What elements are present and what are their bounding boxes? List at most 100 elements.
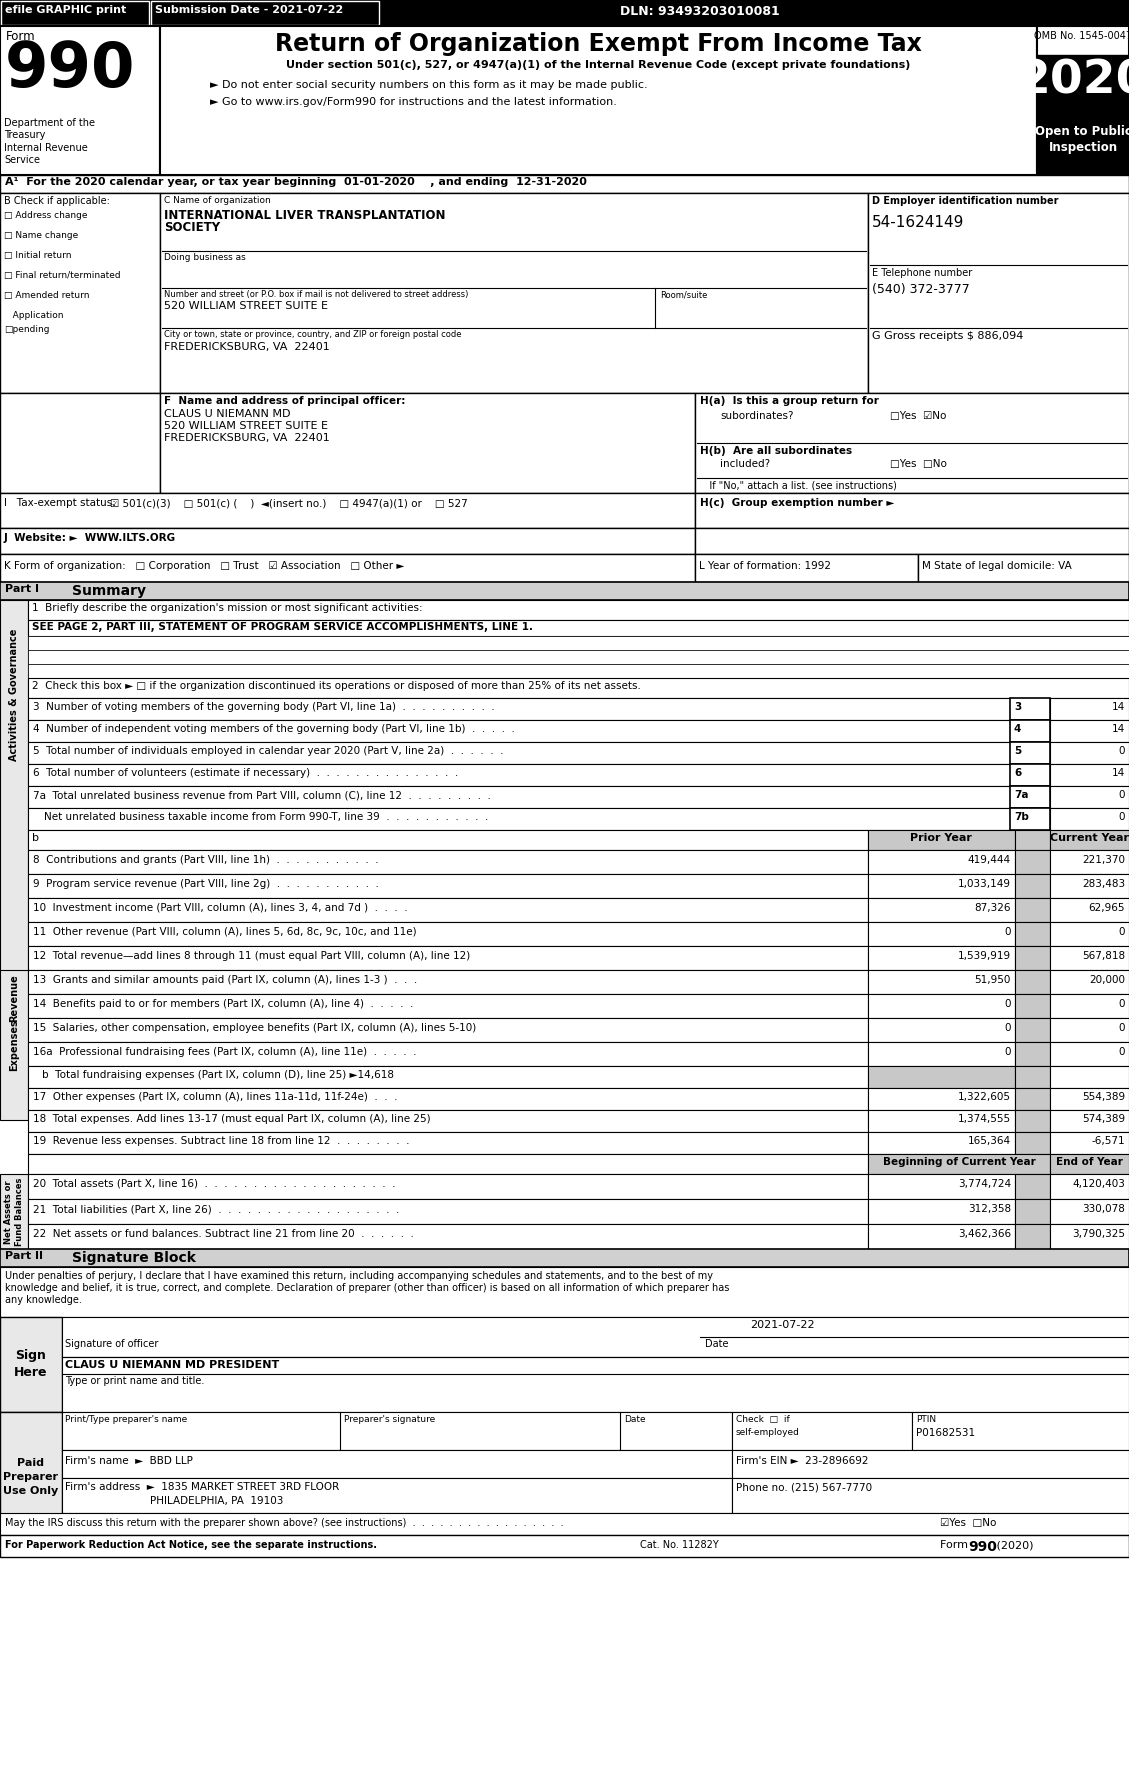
Bar — [1038, 120, 1129, 176]
Bar — [1015, 1042, 1050, 1066]
Bar — [1050, 808, 1129, 829]
Bar — [1050, 1173, 1129, 1198]
Text: SEE PAGE 2, PART III, STATEMENT OF PROGRAM SERVICE ACCOMPLISHMENTS, LINE 1.: SEE PAGE 2, PART III, STATEMENT OF PROGR… — [32, 621, 533, 632]
Text: 7a: 7a — [1014, 790, 1029, 801]
Bar — [1015, 1198, 1050, 1223]
Text: 0: 0 — [1119, 747, 1124, 756]
Text: knowledge and belief, it is true, correct, and complete. Declaration of preparer: knowledge and belief, it is true, correc… — [5, 1282, 729, 1293]
Text: 0: 0 — [1005, 1023, 1010, 1033]
Bar — [1050, 1132, 1129, 1153]
Text: Under penalties of perjury, I declare that I have examined this return, includin: Under penalties of perjury, I declare th… — [5, 1272, 714, 1281]
Text: CLAUS U NIEMANN MD PRESIDENT: CLAUS U NIEMANN MD PRESIDENT — [65, 1359, 279, 1370]
Text: Net Assets or
Fund Balances: Net Assets or Fund Balances — [5, 1178, 24, 1247]
Text: C Name of organization: C Name of organization — [164, 195, 271, 204]
Text: 4: 4 — [1014, 724, 1022, 734]
Bar — [28, 1223, 868, 1248]
Text: 0: 0 — [1005, 928, 1010, 937]
Text: 9  Program service revenue (Part VIII, line 2g)  .  .  .  .  .  .  .  .  .  .  .: 9 Program service revenue (Part VIII, li… — [33, 879, 379, 888]
Bar — [0, 1535, 1129, 1556]
Text: 283,483: 283,483 — [1082, 879, 1124, 888]
Text: E Telephone number: E Telephone number — [872, 269, 972, 278]
Text: SOCIETY: SOCIETY — [164, 220, 220, 235]
Bar — [868, 1173, 1015, 1198]
Bar — [160, 193, 868, 392]
Text: Number and street (or P.O. box if mail is not delivered to street address): Number and street (or P.O. box if mail i… — [164, 290, 469, 299]
Bar — [62, 1451, 732, 1478]
Text: 0: 0 — [1119, 811, 1124, 822]
Text: Date: Date — [624, 1415, 646, 1424]
Bar — [1015, 1132, 1050, 1153]
Bar — [1015, 851, 1050, 874]
Text: H(c)  Group exemption number ►: H(c) Group exemption number ► — [700, 498, 894, 509]
Text: FREDERICKSBURG, VA  22401: FREDERICKSBURG, VA 22401 — [164, 342, 330, 353]
Text: 3: 3 — [1014, 702, 1022, 713]
Bar — [1015, 1110, 1050, 1132]
Text: 1,374,555: 1,374,555 — [957, 1114, 1010, 1125]
Text: 7a  Total unrelated business revenue from Part VIII, column (C), line 12  .  .  : 7a Total unrelated business revenue from… — [33, 790, 491, 801]
Bar — [0, 600, 28, 1110]
Text: 51,950: 51,950 — [974, 974, 1010, 985]
Bar — [1010, 765, 1050, 786]
Text: Activities & Governance: Activities & Governance — [9, 629, 19, 761]
Bar — [0, 528, 695, 553]
Text: b  Total fundraising expenses (Part IX, column (D), line 25) ►14,618: b Total fundraising expenses (Part IX, c… — [42, 1069, 394, 1080]
Text: For Paperwork Reduction Act Notice, see the separate instructions.: For Paperwork Reduction Act Notice, see … — [5, 1540, 377, 1549]
Bar — [28, 765, 1010, 786]
Bar — [1015, 971, 1050, 994]
Bar — [1010, 741, 1050, 765]
Text: 12  Total revenue—add lines 8 through 11 (must equal Part VIII, column (A), line: 12 Total revenue—add lines 8 through 11 … — [33, 951, 471, 962]
Bar — [1050, 874, 1129, 897]
Text: 574,389: 574,389 — [1082, 1114, 1124, 1125]
Bar — [695, 392, 1129, 493]
Text: Firm's address  ►  1835 MARKET STREET 3RD FLOOR: Firm's address ► 1835 MARKET STREET 3RD … — [65, 1481, 339, 1492]
Bar — [695, 493, 1129, 528]
Text: Sign
Here: Sign Here — [15, 1349, 47, 1379]
Text: 10  Investment income (Part VIII, column (A), lines 3, 4, and 7d )  .  .  .  .: 10 Investment income (Part VIII, column … — [33, 903, 408, 913]
Bar — [1010, 698, 1050, 720]
Bar — [1010, 720, 1050, 741]
Text: Beginning of Current Year: Beginning of Current Year — [883, 1157, 1035, 1168]
Text: 165,364: 165,364 — [968, 1135, 1010, 1146]
Bar — [1038, 27, 1129, 176]
Bar — [28, 874, 868, 897]
Bar — [868, 829, 1015, 851]
Bar — [1015, 1017, 1050, 1042]
Text: 11  Other revenue (Part VIII, column (A), lines 5, 6d, 8c, 9c, 10c, and 11e): 11 Other revenue (Part VIII, column (A),… — [33, 928, 417, 937]
Text: 87,326: 87,326 — [974, 903, 1010, 913]
Text: 14: 14 — [1112, 768, 1124, 777]
Bar — [0, 1411, 62, 1542]
Text: Signature of officer: Signature of officer — [65, 1340, 158, 1349]
Bar — [1015, 874, 1050, 897]
Text: B Check if applicable:: B Check if applicable: — [5, 195, 110, 206]
Text: Return of Organization Exempt From Income Tax: Return of Organization Exempt From Incom… — [274, 32, 921, 56]
Bar — [0, 1248, 1129, 1266]
Bar — [868, 874, 1015, 897]
Bar — [695, 528, 1129, 553]
Bar — [868, 1132, 1015, 1153]
Bar — [868, 971, 1015, 994]
Text: DLN: 93493203010081: DLN: 93493203010081 — [620, 5, 780, 18]
Text: 18  Total expenses. Add lines 13-17 (must equal Part IX, column (A), line 25): 18 Total expenses. Add lines 13-17 (must… — [33, 1114, 430, 1125]
Text: K Form of organization:   □ Corporation   □ Trust   ☑ Association   □ Other ►: K Form of organization: □ Corporation □ … — [5, 561, 404, 571]
Text: ► Go to www.irs.gov/Form990 for instructions and the latest information.: ► Go to www.irs.gov/Form990 for instruct… — [210, 97, 616, 107]
Text: (2020): (2020) — [994, 1540, 1033, 1549]
Bar — [1050, 1066, 1129, 1087]
Text: □ Amended return: □ Amended return — [5, 290, 89, 301]
Bar — [28, 971, 868, 994]
Bar — [28, 1042, 868, 1066]
Bar — [28, 600, 1129, 620]
Bar — [1015, 1223, 1050, 1248]
Bar — [28, 1132, 868, 1153]
Text: 0: 0 — [1005, 999, 1010, 1008]
Text: M State of legal domicile: VA: M State of legal domicile: VA — [922, 561, 1071, 571]
Bar — [1050, 1087, 1129, 1110]
Bar — [868, 1198, 1015, 1223]
Bar — [28, 679, 1129, 698]
Bar — [1050, 829, 1129, 851]
Bar — [1015, 1066, 1050, 1087]
Bar — [912, 1411, 1129, 1451]
Text: 20,000: 20,000 — [1089, 974, 1124, 985]
Text: 0: 0 — [1119, 1048, 1124, 1057]
Text: any knowledge.: any knowledge. — [5, 1295, 82, 1306]
Bar — [28, 620, 1129, 636]
